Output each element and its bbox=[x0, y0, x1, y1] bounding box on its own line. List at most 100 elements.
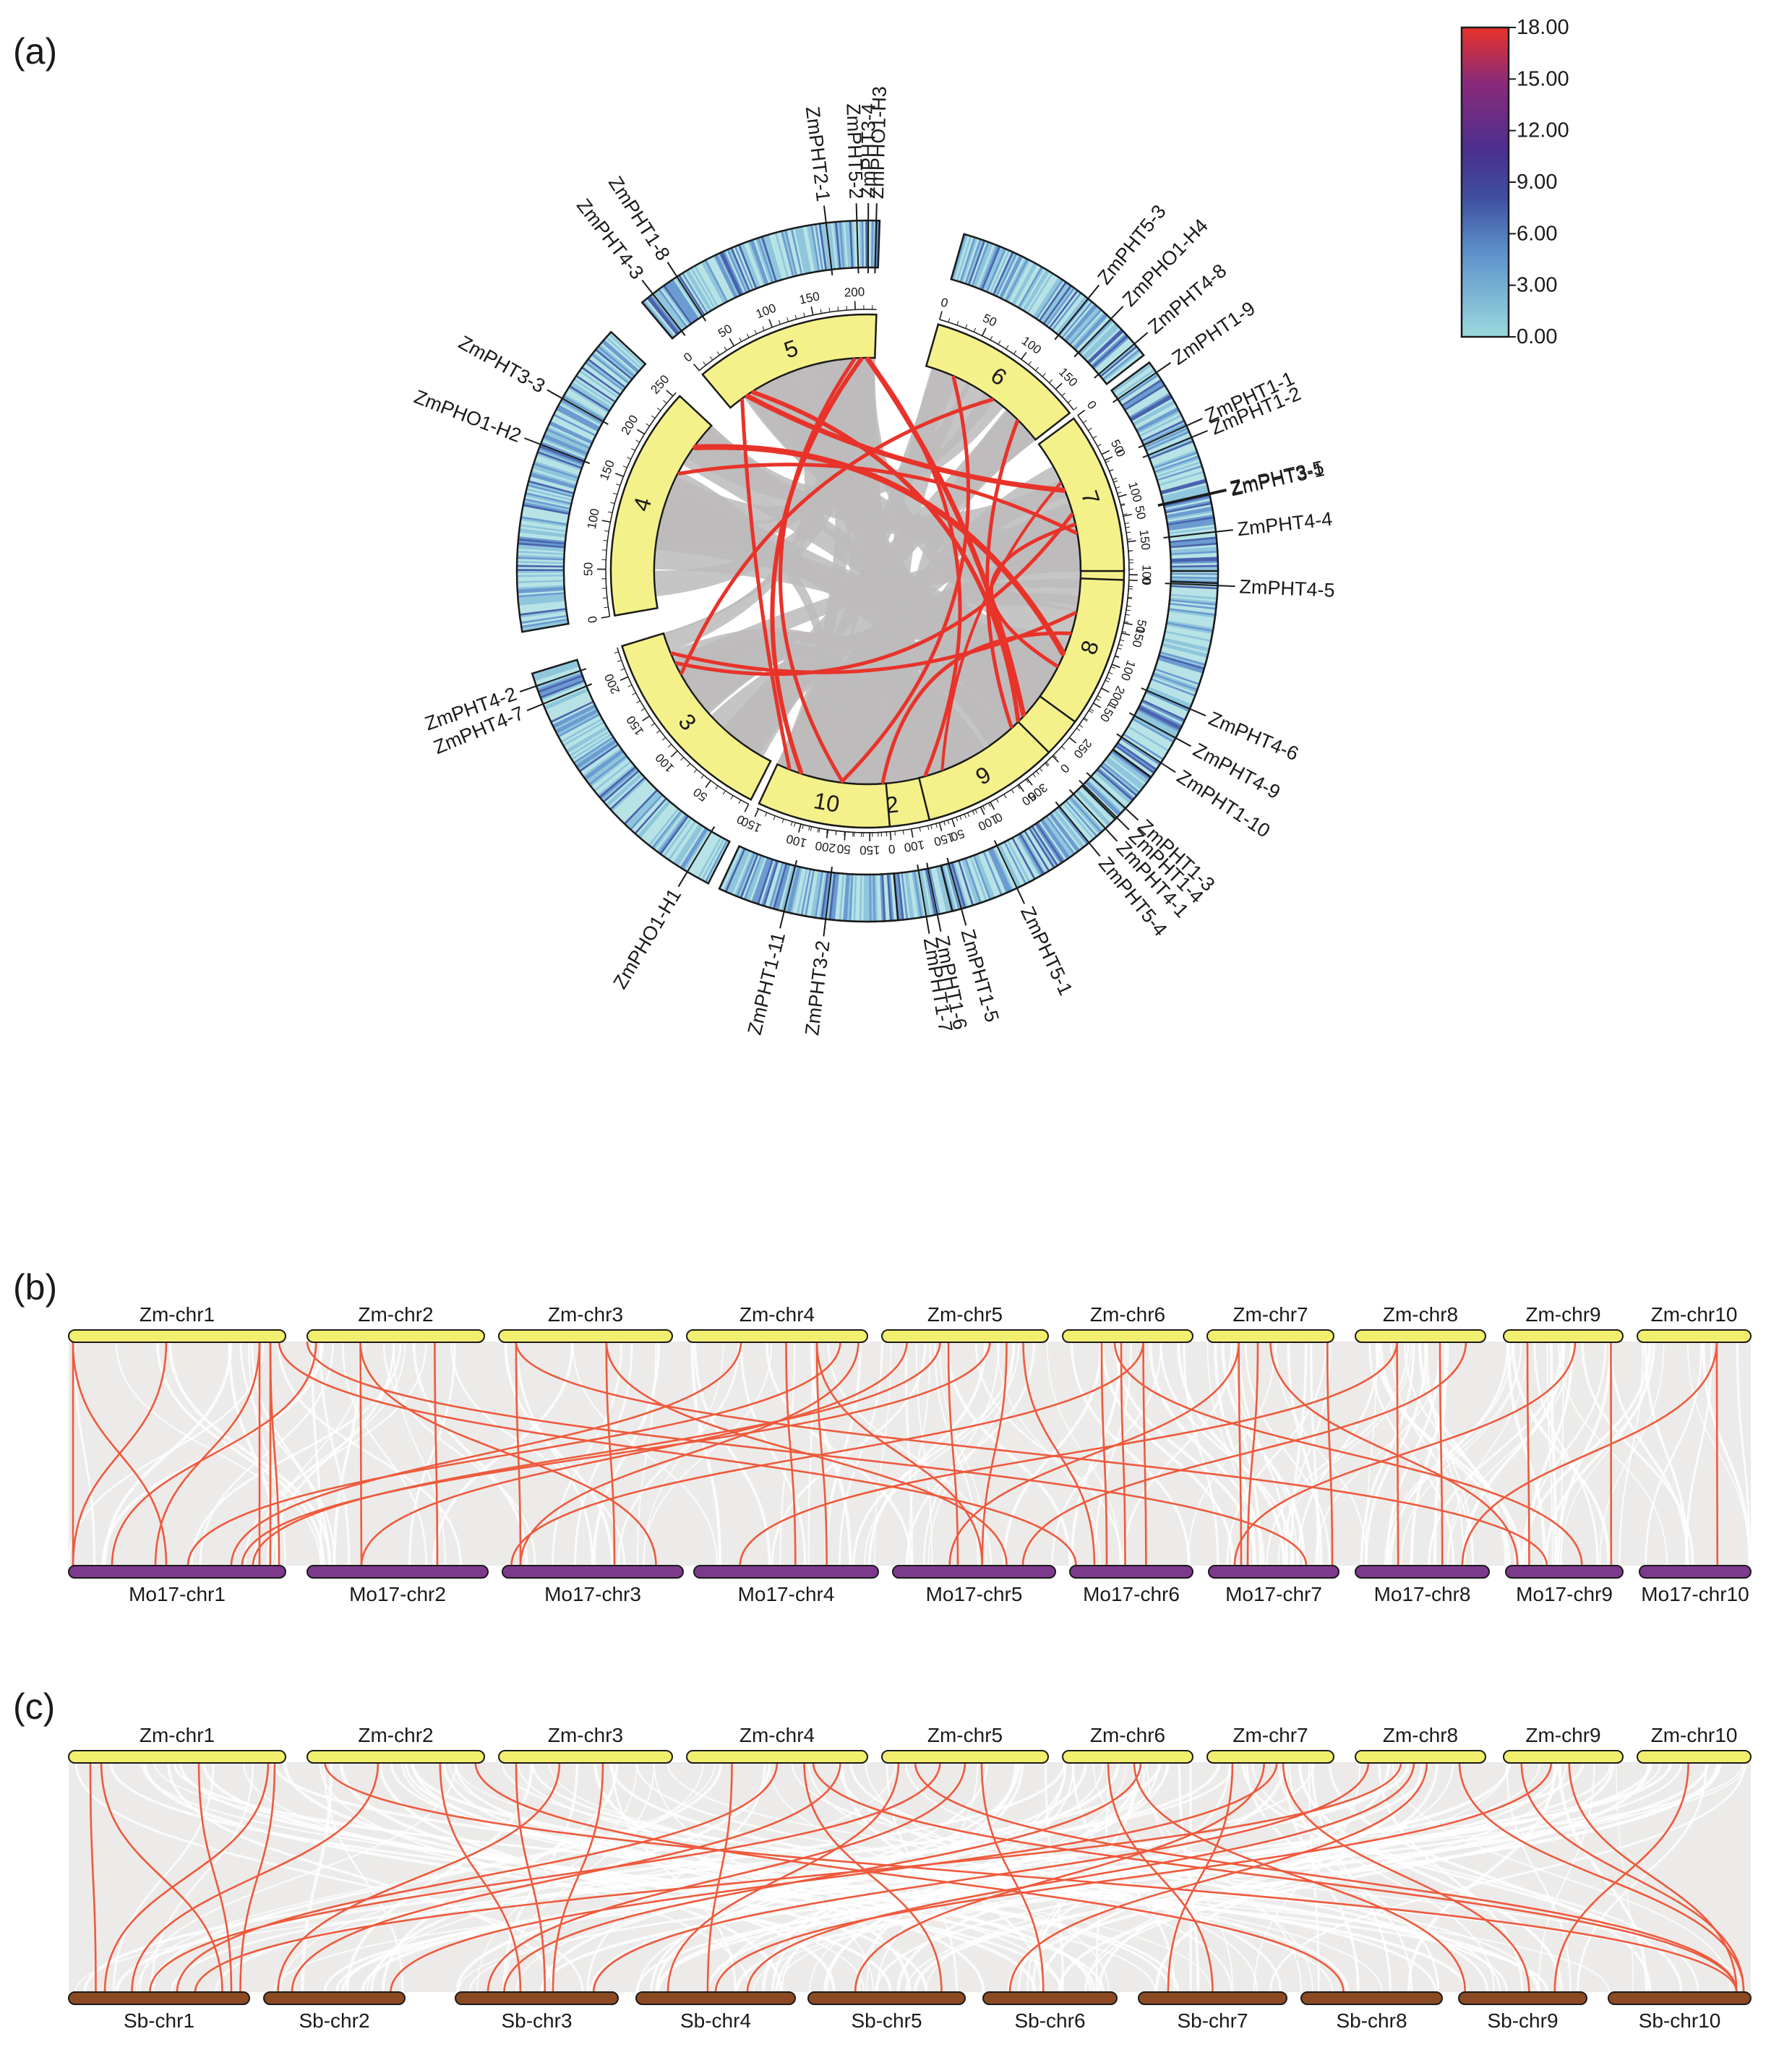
heatmap-cell bbox=[1092, 335, 1128, 369]
heatmap-cell bbox=[774, 863, 789, 910]
top-chromosome-bar bbox=[1355, 1750, 1486, 1764]
heatmap-cell bbox=[658, 814, 688, 854]
background-ribbon bbox=[67, 1341, 265, 1566]
heatmap-cell bbox=[1088, 778, 1124, 812]
heatmap-cell bbox=[726, 249, 747, 293]
tick-mark bbox=[810, 826, 813, 831]
heatmap-cell bbox=[546, 692, 591, 714]
ortholog-link bbox=[359, 1341, 657, 1566]
tick-mark bbox=[1011, 789, 1014, 794]
heatmap-cell bbox=[1170, 546, 1218, 552]
heatmap-cell bbox=[688, 268, 715, 310]
gene-label: ZmPHT3-2 bbox=[801, 940, 833, 1037]
heatmap-cell bbox=[1115, 743, 1156, 773]
heatmap-cell bbox=[802, 869, 813, 917]
heatmap-cell bbox=[700, 261, 726, 304]
heatmap-cell bbox=[517, 560, 565, 565]
heatmap-cell bbox=[759, 236, 776, 283]
heatmap-cell bbox=[1158, 471, 1204, 486]
background-ribbon bbox=[190, 1341, 402, 1566]
heatmap-cell bbox=[1042, 817, 1072, 857]
heatmap-cell bbox=[843, 220, 849, 269]
heatmap-cell bbox=[1013, 836, 1038, 879]
heatmap-cell bbox=[648, 807, 679, 846]
heatmap-cell bbox=[954, 861, 970, 907]
heatmap-cell bbox=[933, 867, 947, 914]
heatmap-cell bbox=[832, 872, 839, 920]
heatmap-cell bbox=[1144, 692, 1189, 714]
tick-mark bbox=[1093, 703, 1102, 708]
heatmap-cell bbox=[810, 224, 820, 272]
heatmap-cell bbox=[547, 695, 592, 718]
heatmap-cell bbox=[1128, 392, 1171, 419]
heatmap-cell bbox=[642, 301, 674, 339]
heatmap-cell bbox=[1096, 768, 1133, 802]
heatmap-cell bbox=[619, 785, 654, 820]
background-ribbon bbox=[791, 1761, 1540, 1993]
heatmap-cell bbox=[519, 525, 567, 534]
heatmap-cell bbox=[932, 867, 945, 914]
heatmap-cell bbox=[836, 221, 844, 269]
ortholog-link bbox=[1461, 1341, 1718, 1566]
tick-mark bbox=[1079, 724, 1084, 728]
background-ribbon bbox=[115, 1761, 1162, 1993]
heatmap-cell bbox=[517, 562, 565, 566]
heatmap-cell bbox=[919, 870, 930, 917]
heatmap-cell bbox=[749, 857, 767, 902]
heatmap-cell bbox=[606, 773, 643, 807]
duplication-link bbox=[779, 358, 857, 784]
heatmap-cell bbox=[1066, 799, 1099, 836]
heatmap-cell bbox=[1130, 721, 1172, 747]
heatmap-cell bbox=[818, 871, 827, 919]
heatmap-cell bbox=[1029, 826, 1057, 868]
heatmap-cell bbox=[1167, 618, 1214, 629]
heatmap-cell bbox=[979, 852, 999, 897]
tick-mark bbox=[1052, 755, 1060, 763]
tick-mark bbox=[636, 429, 645, 435]
tick-mark bbox=[786, 317, 789, 322]
background-ribbon bbox=[1511, 1341, 1611, 1566]
background-ribbon bbox=[1266, 1341, 1410, 1566]
duplication-link bbox=[677, 463, 1078, 535]
heatmap-cell bbox=[1047, 814, 1077, 854]
top-chromosome-label: Zm-chr4 bbox=[739, 1724, 815, 1746]
background-ribbon bbox=[635, 1761, 1509, 1993]
heatmap-cell bbox=[808, 870, 818, 917]
heatmap-cell bbox=[1144, 694, 1188, 716]
tick-mark bbox=[693, 363, 700, 372]
heatmap-cell bbox=[1054, 294, 1086, 333]
heatmap-cell bbox=[1139, 705, 1182, 729]
ortholog-link bbox=[230, 1341, 742, 1566]
gene-pointer bbox=[1141, 687, 1206, 717]
heatmap-cell bbox=[1166, 622, 1214, 632]
heatmap-cell bbox=[685, 830, 711, 872]
background-ribbon bbox=[432, 1341, 574, 1566]
ortholog-link bbox=[72, 1341, 168, 1566]
tick-mark bbox=[601, 520, 611, 523]
background-ribbon bbox=[408, 1341, 456, 1566]
heatmap-cell bbox=[1096, 340, 1134, 374]
tick-mark bbox=[802, 824, 804, 829]
heatmap-cell bbox=[602, 770, 640, 803]
heatmap-cell bbox=[1170, 557, 1218, 561]
background-ribbon bbox=[239, 1341, 335, 1566]
tick-mark bbox=[826, 829, 828, 834]
heatmap-border bbox=[950, 233, 1145, 386]
heatmap-cell bbox=[749, 240, 768, 286]
top-chromosome-label: Zm-chr4 bbox=[739, 1303, 815, 1326]
heatmap-cell bbox=[1167, 512, 1214, 523]
heatmap-cell bbox=[1110, 750, 1150, 781]
heatmap-cell bbox=[1118, 372, 1158, 401]
heatmap-cell bbox=[580, 368, 620, 398]
bottom-chromosome-label: Sb-chr2 bbox=[299, 2009, 369, 2032]
duplication-link bbox=[985, 419, 1019, 729]
tick-mark bbox=[680, 757, 685, 761]
heatmap-cell bbox=[968, 240, 986, 286]
heatmap-cell bbox=[1083, 325, 1119, 359]
density-heatmap-chr9 bbox=[940, 785, 1115, 911]
gene-label: ZmPHT3-4 bbox=[857, 103, 879, 199]
heatmap-cell bbox=[982, 851, 1003, 896]
chromosome-label: 10 bbox=[812, 787, 841, 817]
heatmap-cell bbox=[1170, 538, 1217, 545]
heatmap-cell bbox=[554, 707, 597, 731]
